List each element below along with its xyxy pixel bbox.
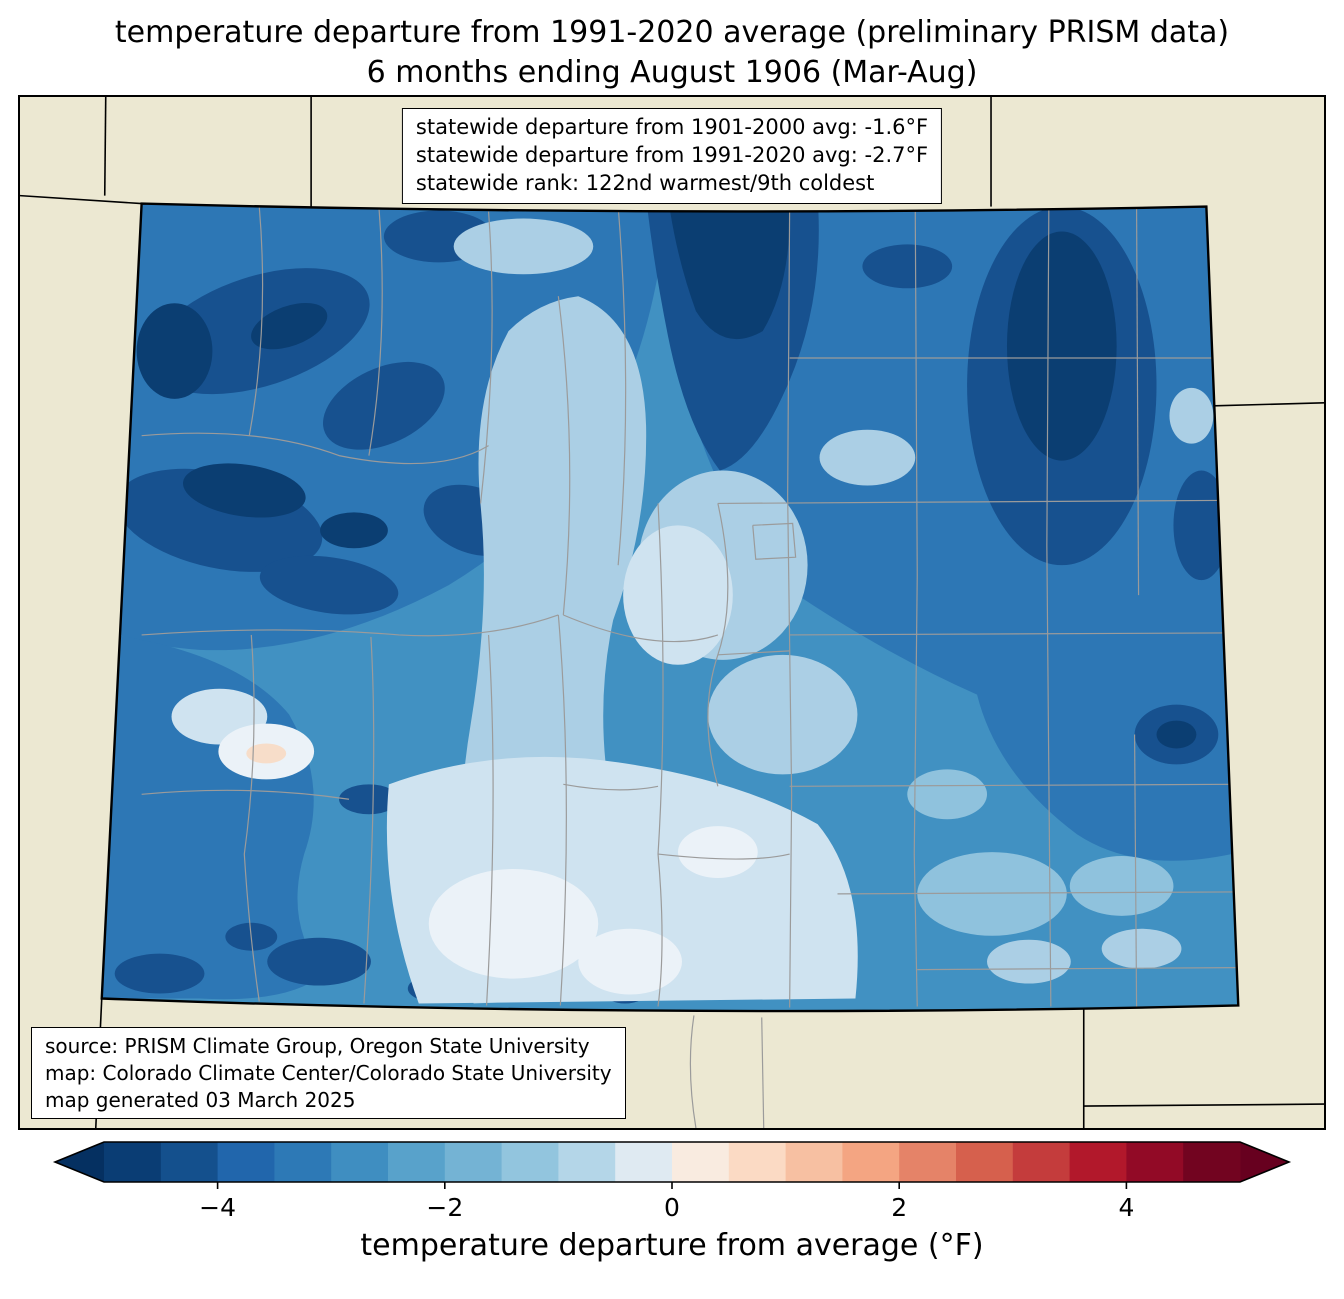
near-normal-pale [218, 723, 758, 995]
page-title: temperature departure from 1991-2020 ave… [0, 0, 1344, 92]
colorbar-tick-label: 4 [1118, 1193, 1135, 1223]
colorbar-scale [52, 1141, 1292, 1190]
colorbar-tick-label: −2 [426, 1193, 464, 1223]
se-lightmid-blobs [907, 769, 1174, 936]
colorbar-tick-label: −4 [199, 1193, 237, 1223]
colorbar: −4 −2 0 2 4 temperature departure from avera… [52, 1139, 1292, 1263]
temperature-anomaly-fill [101, 203, 1239, 1012]
neighbor-state-borders [20, 97, 1324, 1129]
stats-line-2: statewide departure from 1991-2020 avg: … [415, 143, 929, 168]
stats-line-3: statewide rank: 122nd warmest/9th coldes… [415, 171, 875, 196]
warm-spot-peach [246, 743, 287, 764]
source-line-2: map: Colorado Climate Center/Colorado St… [45, 1061, 612, 1085]
county-boundaries [141, 206, 1237, 1008]
colorado-anomaly-map [20, 97, 1324, 1129]
colorbar-under-arrow [55, 1142, 104, 1183]
colorbar-over-arrow [1240, 1142, 1289, 1183]
map-frame: statewide departure from 1901-2000 avg: … [18, 95, 1326, 1131]
south-gray-lines [689, 1015, 765, 1129]
colorado-state-border [100, 202, 1240, 1013]
source-line-1: source: PRISM Climate Group, Oregon Stat… [45, 1034, 590, 1059]
statewide-stats-box: statewide departure from 1901-2000 avg: … [401, 108, 943, 204]
colorbar-ticks: −4 −2 0 2 4 [52, 1191, 1292, 1225]
colorbar-segments [104, 1142, 1241, 1183]
source-box: source: PRISM Climate Group, Oregon Stat… [31, 1027, 626, 1120]
cold-zone-deep-navy [136, 203, 1197, 749]
colorbar-tick-label: 0 [664, 1193, 680, 1223]
colorbar-tick-marks [216, 1182, 1128, 1190]
colorbar-tick-label: 2 [891, 1193, 908, 1223]
stats-line-1: statewide departure from 1901-2000 avg: … [415, 115, 929, 140]
colorbar-outline [52, 1141, 1292, 1183]
source-line-3: map generated 03 March 2025 [45, 1087, 356, 1112]
title-line-1: temperature departure from 1991-2020 ave… [114, 15, 1230, 50]
colorbar-label: temperature departure from average (°F) [360, 1228, 984, 1264]
title-line-2: 6 months ending August 1906 (Mar-Aug) [366, 54, 978, 90]
